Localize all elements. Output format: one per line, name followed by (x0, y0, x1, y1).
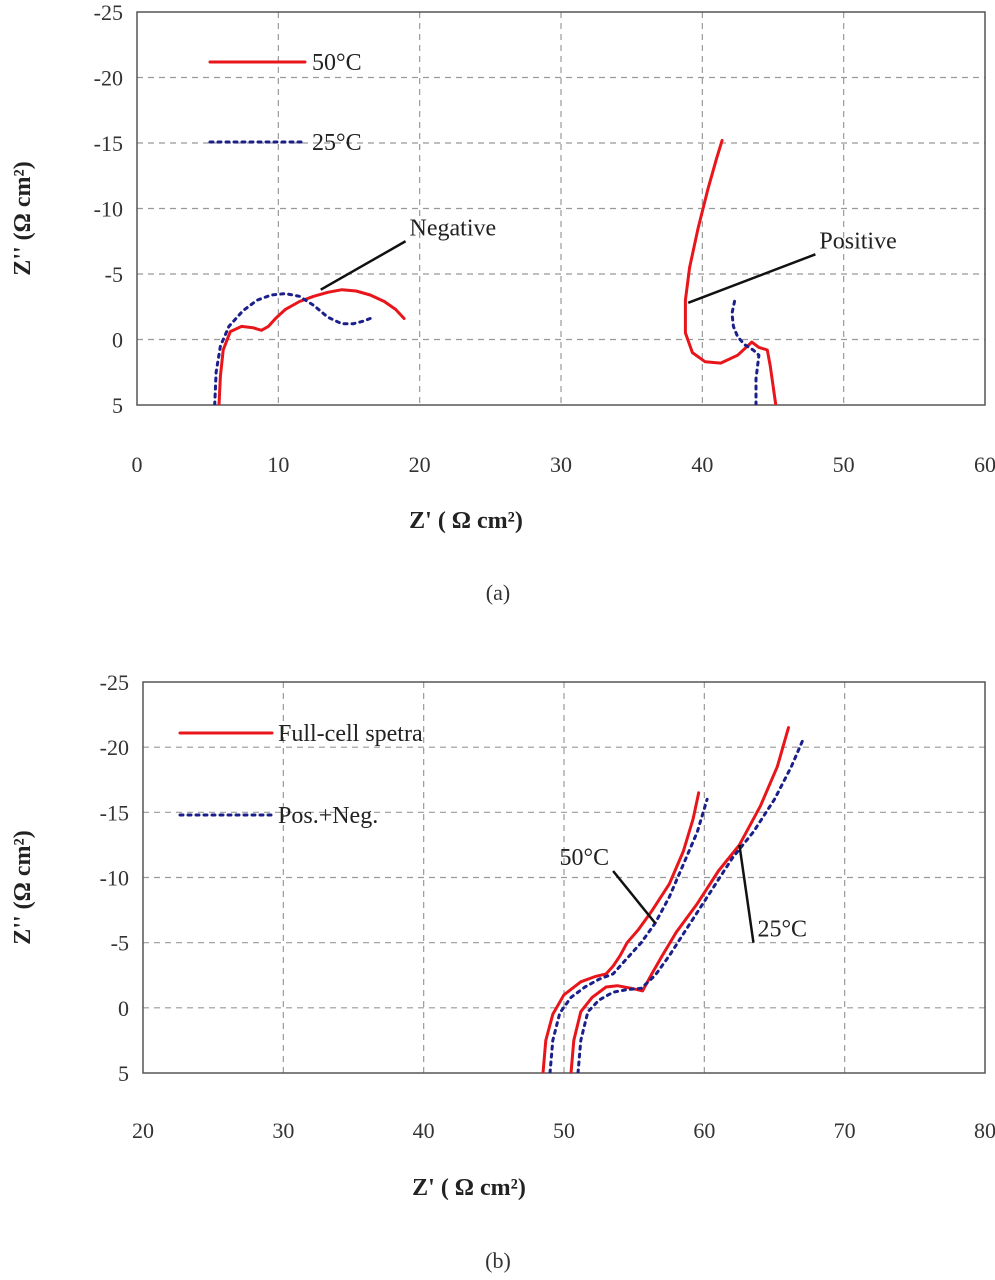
x-tick-label: 70 (834, 1118, 856, 1143)
annotation-leader (738, 844, 755, 943)
y-tick-label: -15 (94, 131, 123, 156)
x-tick-label: 50 (553, 1118, 575, 1143)
x-tick-label: 30 (272, 1118, 294, 1143)
x-tick-label: 60 (974, 452, 995, 477)
x-tick-label: 40 (413, 1118, 435, 1143)
y-tick-label: 5 (118, 1061, 129, 1086)
annotation-leader (320, 240, 407, 291)
legend-label: 50°C (312, 50, 362, 76)
panel-a-chart: 0 10 20 30 40 50 60 -25 -20 -15 -10 -5 0 5 Z' ( Ω cm²)… (10, 0, 995, 605)
x-tick-label: 10 (267, 452, 289, 477)
y-tick-label: -5 (111, 931, 129, 956)
y-tick-label: -10 (94, 197, 123, 222)
annotation-label: Negative (410, 215, 497, 241)
plot-frame (136, 11, 986, 406)
y-tick-label: -25 (100, 670, 129, 695)
y-tick-label: -10 (100, 866, 129, 891)
x-tick-label: 60 (693, 1118, 715, 1143)
series-line-negative-0 (217, 288, 406, 405)
annotation-label: 50°C (560, 845, 610, 871)
x-tick-label: 40 (691, 452, 713, 477)
plot-frame (142, 681, 986, 1074)
x-tick-label: 80 (974, 1118, 995, 1143)
y-tick-label: 0 (118, 996, 129, 1021)
series-line-positive-3 (730, 298, 761, 405)
panel-b-chart: 20 30 40 50 60 70 80 -25 -20 -15 -10 -5 0 5 Z' ( Ω cm²… (10, 670, 995, 1273)
y-axis-label: Z'' (Ω cm²) (10, 830, 36, 944)
x-axis-label: Z' ( Ω cm²) (412, 1175, 526, 1201)
legend-label: Pos.+Neg. (278, 803, 378, 829)
y-tick-label: -25 (94, 0, 123, 25)
y-axis-label: Z'' (Ω cm²) (10, 161, 36, 275)
panel-caption: (a) (486, 580, 510, 605)
y-tick-label: 5 (112, 393, 123, 418)
y-tick-label: -20 (94, 66, 123, 91)
x-tick-label: 20 (409, 452, 431, 477)
series-group (541, 726, 805, 1073)
x-tick-label: 0 (132, 452, 143, 477)
x-tick-label: 30 (550, 452, 572, 477)
x-tick-label: 20 (132, 1118, 154, 1143)
x-tick-label: 50 (833, 452, 855, 477)
annotation-leader (612, 870, 657, 924)
y-tick-label: 0 (112, 328, 123, 353)
legend-label: Full-cell spetra (278, 721, 423, 747)
grid (137, 12, 985, 405)
y-tick-label: -15 (100, 800, 129, 825)
grid (143, 682, 985, 1073)
series-group (213, 138, 778, 405)
panel-caption: (b) (485, 1248, 511, 1273)
series-line-full-cell-spetra-2 (569, 726, 790, 1073)
series-line-full-cell-spetra-0 (541, 791, 701, 1073)
series-line-positive-2 (683, 138, 778, 405)
legend-label: 25°C (312, 130, 362, 156)
y-tick-label: -5 (105, 262, 123, 287)
y-tick-label: -20 (100, 735, 129, 760)
annotation-label: Positive (819, 228, 896, 254)
x-axis-label: Z' ( Ω cm²) (409, 508, 523, 534)
annotation-label: 25°C (757, 917, 807, 943)
series-line-pos-neg--1 (548, 797, 709, 1073)
series-line-negative-1 (213, 292, 372, 405)
series-line-pos-neg--3 (576, 739, 805, 1073)
annotation-leader (687, 253, 816, 304)
